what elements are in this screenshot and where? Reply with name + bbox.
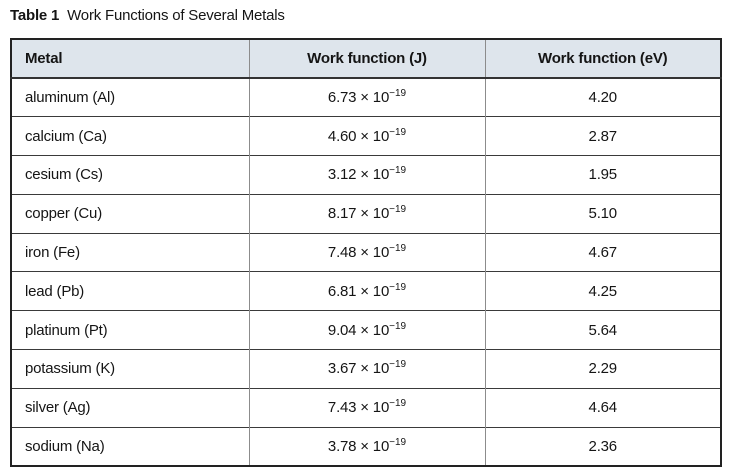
scientific-notation-exponent: −19 [389,204,407,216]
scientific-notation-base: 3.67 × 10 [327,360,390,378]
scientific-notation-exponent: −19 [389,281,407,293]
cell-work-function-ev: 2.29 [484,349,721,389]
table-caption: Table 1 Work Functions of Several Metals [10,7,285,24]
work-functions-table: Metal Work function (J) Work function (e… [10,38,722,467]
cell-work-function-j: 7.48 × 10−19 [248,232,485,272]
cell-work-function-j: 6.81 × 10−19 [248,271,485,311]
cell-work-function-j: 4.60 × 10−19 [248,116,485,156]
cell-metal: aluminum (Al) [11,78,249,117]
column-header-work-function-j: Work function (J) [248,39,485,79]
scientific-notation-base: 7.43 × 10 [327,399,390,417]
cell-work-function-ev: 5.64 [484,310,721,350]
scientific-notation-exponent: −19 [389,398,407,410]
cell-metal: calcium (Ca) [11,116,249,156]
cell-metal: platinum (Pt) [11,310,249,350]
cell-work-function-ev: 1.95 [484,155,721,195]
scientific-notation-base: 3.78 × 10 [327,437,390,455]
cell-work-function-j: 6.73 × 10−19 [248,78,485,117]
cell-work-function-ev: 4.67 [484,232,721,272]
scientific-notation-base: 3.12 × 10 [327,166,390,184]
cell-work-function-ev: 2.36 [484,426,721,466]
scientific-notation-exponent: −19 [389,359,407,371]
scientific-notation-exponent: −19 [389,126,407,138]
scientific-notation-base: 4.60 × 10 [327,127,390,145]
table-row: iron (Fe) 7.48 × 10−19 4.67 [11,232,721,272]
cell-work-function-ev: 4.64 [484,387,721,428]
table-row: potassium (K) 3.67 × 10−19 2.29 [11,349,721,389]
scientific-notation-exponent: −19 [389,165,407,177]
cell-metal: sodium (Na) [11,426,249,466]
scientific-notation-base: 8.17 × 10 [327,205,390,223]
table-row: platinum (Pt) 9.04 × 10−19 5.64 [11,310,721,350]
scientific-notation-base: 6.73 × 10 [327,89,390,107]
cell-work-function-j: 8.17 × 10−19 [248,193,485,234]
cell-work-function-j: 9.04 × 10−19 [248,310,485,350]
cell-work-function-ev: 5.10 [484,193,721,234]
scientific-notation-base: 7.48 × 10 [327,244,390,262]
cell-work-function-ev: 4.20 [484,78,721,117]
column-header-work-function-ev: Work function (eV) [484,39,721,79]
table-row: copper (Cu) 8.17 × 10−19 5.10 [11,193,721,234]
scientific-notation-exponent: −19 [389,243,407,255]
cell-metal: iron (Fe) [11,232,249,272]
scientific-notation-exponent: −19 [389,436,407,448]
table-caption-label: Table 1 [10,7,60,24]
table-row: cesium (Cs) 3.12 × 10−19 1.95 [11,155,721,195]
scientific-notation-base: 6.81 × 10 [327,282,390,300]
cell-work-function-j: 3.78 × 10−19 [248,426,485,466]
scientific-notation-exponent: −19 [389,88,407,100]
table-row: sodium (Na) 3.78 × 10−19 2.36 [11,426,721,466]
cell-metal: cesium (Cs) [11,155,249,195]
cell-metal: potassium (K) [11,349,249,389]
caption-spacer [59,7,67,24]
table-row: lead (Pb) 6.81 × 10−19 4.25 [11,271,721,311]
cell-work-function-ev: 2.87 [484,116,721,156]
cell-metal: lead (Pb) [11,271,249,311]
table-caption-title: Work Functions of Several Metals [67,7,285,24]
cell-work-function-j: 7.43 × 10−19 [248,387,485,428]
scientific-notation-exponent: −19 [389,320,407,332]
table-row: calcium (Ca) 4.60 × 10−19 2.87 [11,116,721,156]
cell-metal: silver (Ag) [11,387,249,428]
header-row: Metal Work function (J) Work function (e… [11,39,721,79]
table-row: aluminum (Al) 6.73 × 10−19 4.20 [11,78,721,117]
cell-work-function-j: 3.67 × 10−19 [248,349,485,389]
scientific-notation-base: 9.04 × 10 [327,321,390,339]
cell-metal: copper (Cu) [11,193,249,234]
cell-work-function-ev: 4.25 [484,271,721,311]
column-header-metal: Metal [11,39,249,79]
cell-work-function-j: 3.12 × 10−19 [248,155,485,195]
table-row: silver (Ag) 7.43 × 10−19 4.64 [11,387,721,428]
